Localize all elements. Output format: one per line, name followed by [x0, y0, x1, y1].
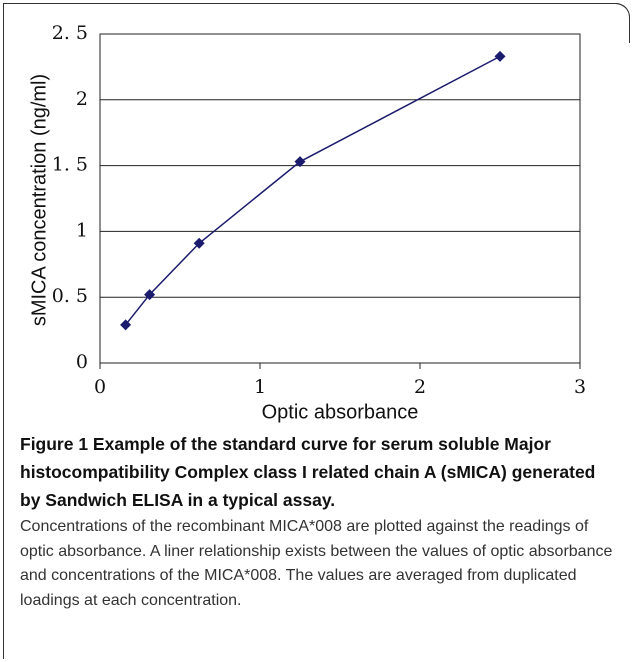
x-tick-label: 2	[414, 376, 426, 398]
data-point	[144, 289, 156, 301]
caption-title: Figure 1 Example of the standard curve f…	[20, 434, 596, 510]
data-line	[125, 55, 501, 326]
y-axis-label: sMICA concentration (ng/ml)	[28, 74, 50, 326]
data-point	[494, 50, 506, 62]
data-point	[294, 156, 306, 168]
x-axis-label: Optic absorbance	[262, 401, 419, 423]
x-tick-label: 0	[94, 376, 106, 398]
figure-frame	[3, 3, 629, 659]
chart: Optic absorbance sMICA concentration (ng…	[28, 22, 586, 423]
y-tick-label: 1	[76, 219, 88, 241]
plot-frame	[99, 33, 581, 364]
y-tick-label: 0	[76, 351, 88, 373]
caption: Figure 1 Example of the standard curve f…	[20, 430, 618, 613]
y-tick-label: 2	[76, 88, 88, 110]
caption-text: Concentrations of the recombinant MICA*0…	[20, 518, 613, 609]
y-tick-label: 0. 5	[52, 285, 88, 307]
data-point	[193, 237, 205, 249]
y-tick-label: 2. 5	[52, 22, 88, 44]
y-tick-label: 1. 5	[52, 154, 88, 176]
x-tick-label: 1	[254, 376, 266, 398]
data-point	[120, 319, 132, 331]
x-tick-label: 3	[574, 376, 586, 398]
